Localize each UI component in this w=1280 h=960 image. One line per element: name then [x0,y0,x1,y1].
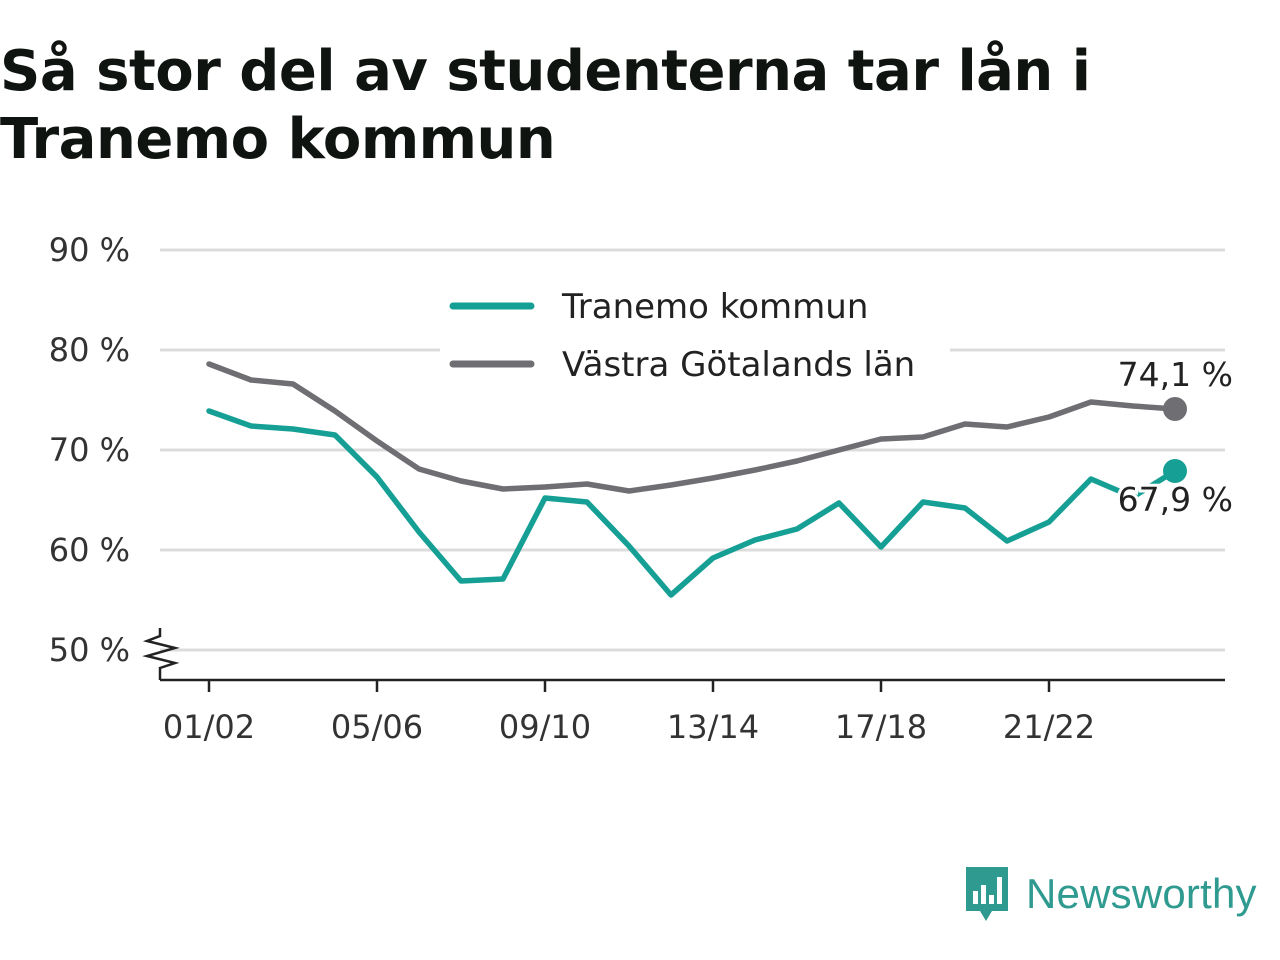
x-tick-label: 13/14 [667,708,759,746]
logo-text: Newsworthy [1026,870,1257,917]
end-value-label: 74,1 % [1118,355,1233,394]
end-value-label: 67,9 % [1118,480,1233,519]
end-labels: 67,9 % 74,1 % [1115,352,1236,522]
bar-chart-speech-bubble-icon [966,867,1008,921]
series-end-point [1163,397,1187,421]
y-tick-label: 60 % [49,531,130,569]
legend-label: Västra Götalands län [562,345,915,385]
x-tick-label: 21/22 [1003,708,1095,746]
chart-title: Så stor del av studenterna tar lån i Tra… [0,39,1091,172]
series-line [206,408,1178,598]
line-chart: 50 % 60 % 70 % 80 % 90 % 01/02 05/06 09/10 13/14… [48,231,1236,746]
grid-lines [160,248,1225,652]
newsworthy-logo[interactable]: Newsworthy [962,862,1257,926]
y-tick-label: 50 % [49,631,130,669]
series-end-point [1163,459,1187,483]
y-tick-label: 80 % [49,331,130,369]
legend: Tranemo kommun Västra Götalands län [440,276,950,390]
series-lines [206,361,1187,598]
axis-break-icon [142,628,180,680]
y-tick-label: 90 % [49,231,130,269]
legend-label: Tranemo kommun [561,287,868,327]
x-tick-label: 01/02 [163,708,255,746]
x-tick-label: 17/18 [835,708,927,746]
series-line [206,361,1178,494]
y-tick-label: 70 % [49,431,130,469]
axes: 50 % 60 % 70 % 80 % 90 % 01/02 05/06 09/10 13/14… [49,231,1225,746]
x-tick-label: 05/06 [331,708,423,746]
x-tick-label: 09/10 [499,708,591,746]
